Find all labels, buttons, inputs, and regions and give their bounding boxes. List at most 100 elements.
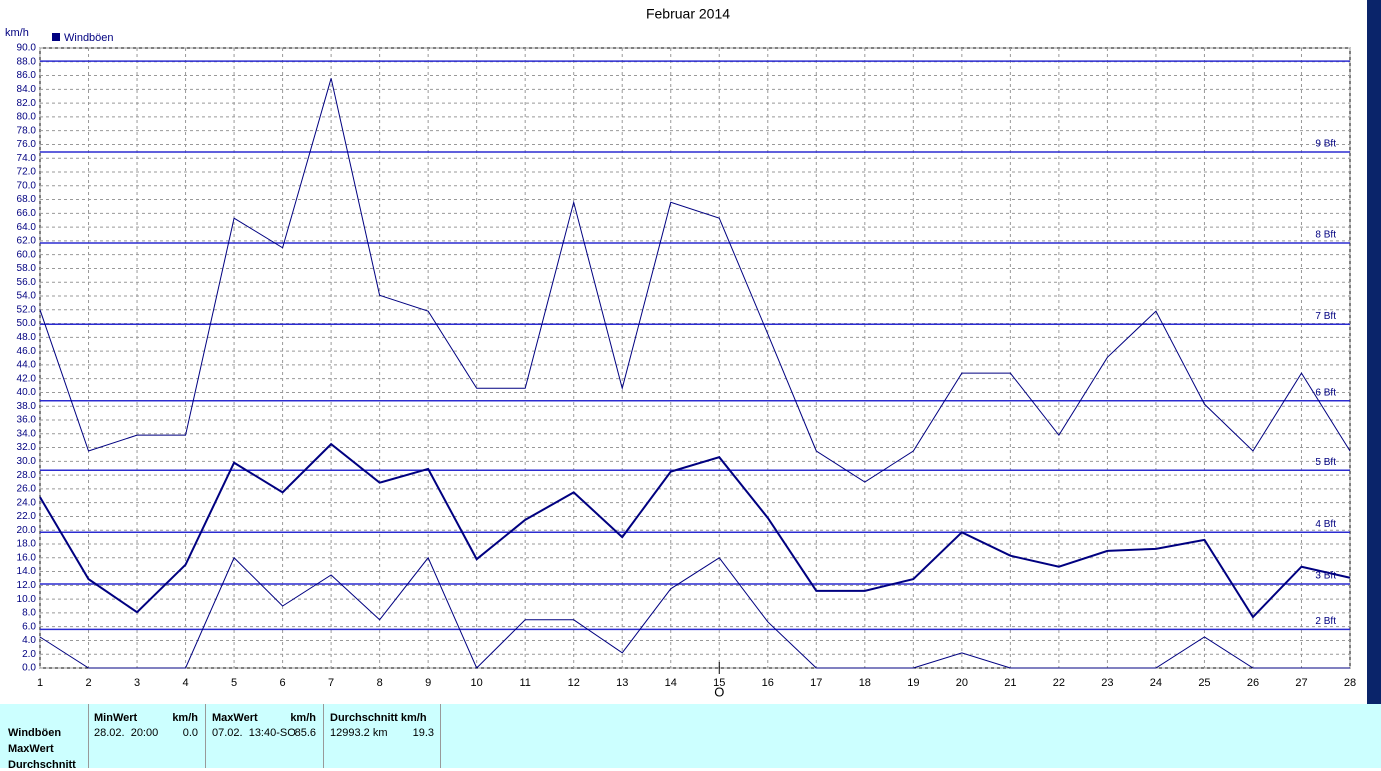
x-tick-label: 11 [519,677,530,689]
x-tick-label: 9 [425,677,431,689]
y-tick-label: 32.0 [17,442,37,453]
cell-value: 19.3 [412,727,434,739]
y-tick-label: 16.0 [17,552,37,563]
summary-panel: Windböen MaxWert Durchschnitt MinWert km/h 28… [0,704,1381,771]
y-tick-label: 8.0 [22,608,36,619]
x-tick-label: 6 [280,677,286,689]
y-tick-label: 38.0 [17,401,37,412]
x-tick-label: 8 [377,677,383,689]
y-tick-label: 2.0 [22,649,36,660]
y-tick-label: 70.0 [17,180,37,191]
x-tick-label: 21 [1004,677,1016,689]
x-tick-label: 12 [568,677,580,689]
plot-area [39,47,1351,669]
series-line [39,78,1351,483]
x-tick-label: 26 [1247,677,1259,689]
x-tick-label: 13 [616,677,628,689]
column-header: MinWert [94,712,138,724]
y-tick-label: 76.0 [17,139,37,150]
x-tick-label: 3 [134,677,140,689]
x-tick-label: 4 [182,677,188,689]
column-separator [323,704,324,768]
y-tick-label: 18.0 [17,539,37,550]
x-tick-label: 10 [471,677,483,689]
series-line [39,442,1351,619]
column-header: MaxWert [212,712,258,724]
x-tick-label: 5 [231,677,237,689]
column-unit: km/h [172,712,198,724]
column-separator [88,704,89,768]
y-tick-label: 26.0 [17,484,37,495]
x-tick-label: 22 [1053,677,1065,689]
cell-value: 0.0 [182,727,198,739]
series-line [39,556,1350,669]
x-tick-label: 27 [1295,677,1307,689]
reference-label: 9 Bft [1315,139,1336,150]
y-tick-label: 4.0 [22,635,36,646]
x-tick-label: 15 [713,677,725,689]
x-tick-label: 20 [956,677,968,689]
row-label: Windböen [8,727,62,739]
reference-label: 5 Bft [1315,457,1336,468]
y-tick-label: 34.0 [17,428,37,439]
y-tick-label: 84.0 [17,84,37,95]
x-tick-label: 28 [1344,677,1356,689]
y-tick-label: 20.0 [17,525,37,536]
y-tick-label: 88.0 [17,56,37,67]
reference-label: 8 Bft [1315,230,1336,241]
y-tick-label: 68.0 [17,194,37,205]
y-unit: km/h [5,27,29,39]
reference-label: 3 Bft [1315,571,1336,582]
legend-swatch [52,33,60,41]
y-tick-label: 80.0 [17,112,37,123]
x-tick-label: 17 [810,677,822,689]
y-tick-label: 10.0 [17,594,37,605]
x-tick-label: 18 [859,677,871,689]
row-label: MaxWert [8,743,54,755]
x-marker-label: O [714,684,724,699]
y-tick-label: 24.0 [17,497,37,508]
x-tick-label: 1 [37,677,43,689]
y-tick-label: 60.0 [17,249,37,260]
reference-label: 2 Bft [1315,616,1336,627]
row-label: Durchschnitt [8,759,76,771]
y-tick-label: 6.0 [22,621,36,632]
x-tick-label: 14 [665,677,677,689]
y-tick-label: 44.0 [17,360,37,371]
y-tick-label: 48.0 [17,332,37,343]
chart-title: Februar 2014 [646,6,730,22]
x-tick-label: 16 [762,677,774,689]
y-tick-label: 82.0 [17,98,37,109]
y-tick-label: 28.0 [17,470,37,481]
cell: 28.02. 20:00 [94,727,159,739]
x-tick-label: 24 [1150,677,1162,689]
column-unit: km/h [290,712,316,724]
y-tick-label: 22.0 [17,511,37,522]
x-tick-label: 7 [328,677,334,689]
y-tick-label: 40.0 [17,387,37,398]
y-tick-label: 64.0 [17,222,37,233]
y-tick-label: 58.0 [17,263,37,274]
x-tick-label: 2 [85,677,91,689]
y-tick-label: 14.0 [17,566,37,577]
column-separator [205,704,206,768]
y-tick-label: 50.0 [17,318,37,329]
y-tick-label: 52.0 [17,304,37,315]
y-tick-label: 90.0 [17,43,37,54]
y-tick-label: 66.0 [17,208,37,219]
reference-label: 4 Bft [1315,519,1336,530]
chart: Februar 2014 km/h 0.0 2.0 4.0 6.0 8.0 10.0 12.… [5,0,1381,704]
y-tick-label: 12.0 [17,580,37,591]
column-separator [440,704,441,768]
reference-label: 6 Bft [1315,387,1336,398]
y-tick-label: 86.0 [17,70,37,81]
column-header: Durchschnitt km/h [330,712,427,724]
legend-label: Windböen [64,32,114,44]
y-tick-label: 42.0 [17,373,37,384]
cell: 07.02. 13:40-SO [212,727,296,739]
y-tick-label: 0.0 [22,663,36,674]
cell-value: 85.6 [294,727,316,739]
y-tick-label: 62.0 [17,236,37,247]
x-tick-label: 25 [1198,677,1210,689]
